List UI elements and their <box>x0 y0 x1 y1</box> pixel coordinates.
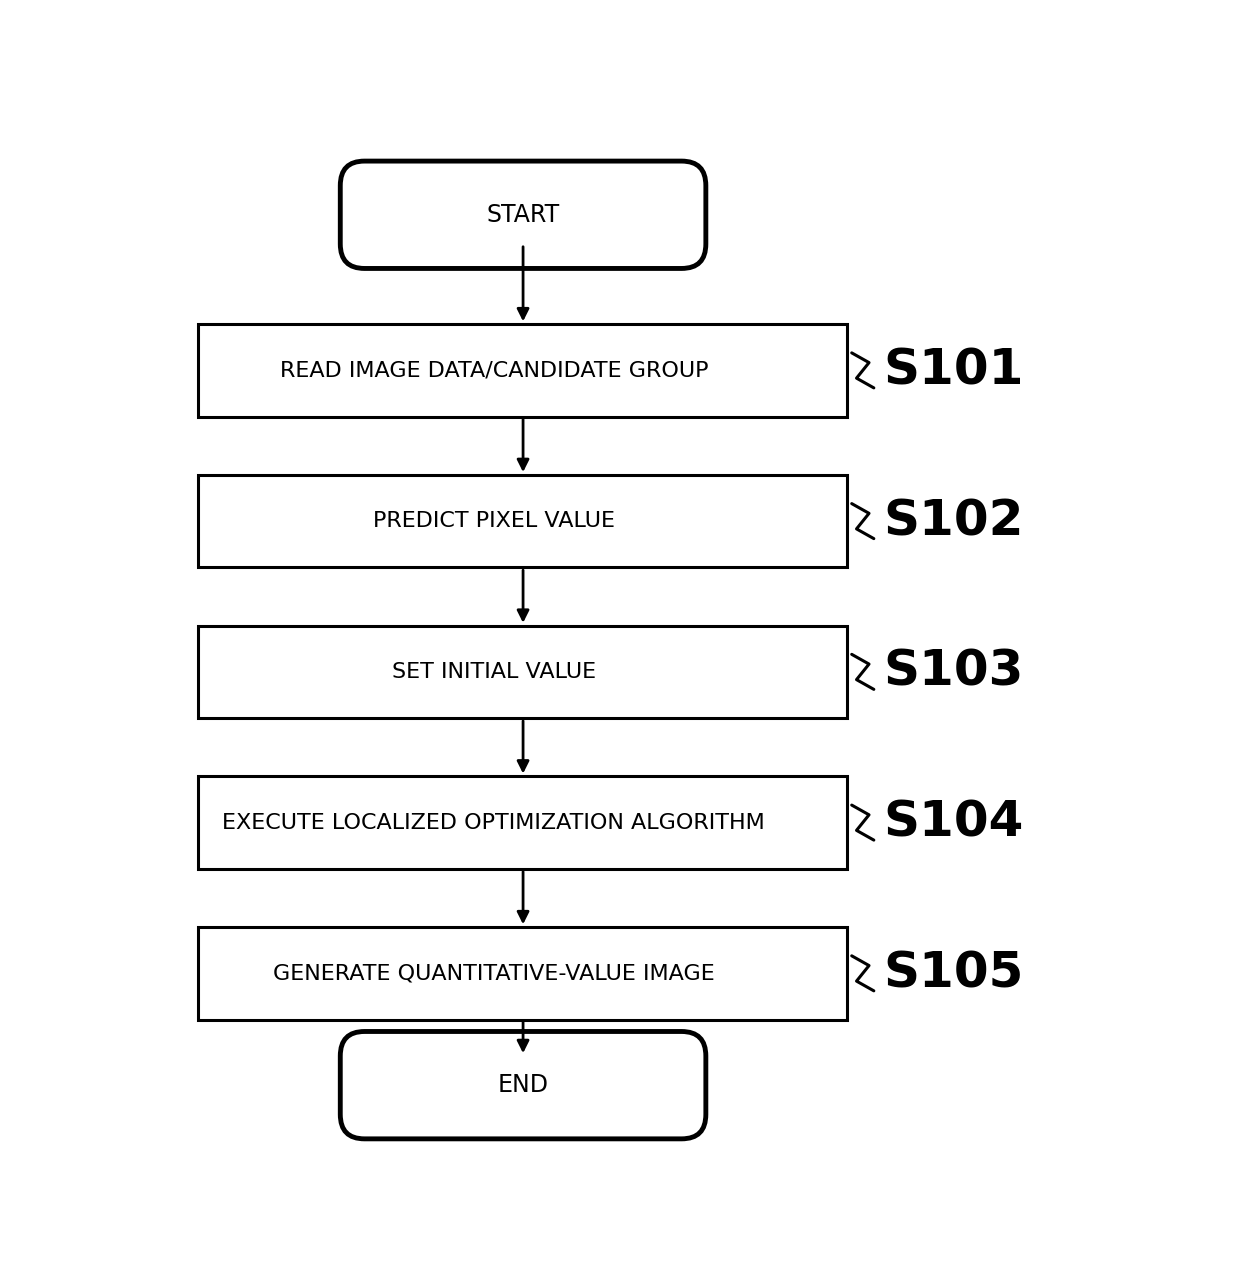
Bar <box>198 325 847 417</box>
Text: PREDICT PIXEL VALUE: PREDICT PIXEL VALUE <box>373 512 615 532</box>
Text: END: END <box>497 1074 548 1098</box>
Text: SET INITIAL VALUE: SET INITIAL VALUE <box>392 662 595 682</box>
FancyBboxPatch shape <box>340 1032 706 1139</box>
Text: GENERATE QUANTITATIVE-VALUE IMAGE: GENERATE QUANTITATIVE-VALUE IMAGE <box>273 964 714 984</box>
Text: START: START <box>486 203 559 227</box>
Bar <box>198 927 847 1019</box>
Text: EXECUTE LOCALIZED OPTIMIZATION ALGORITHM: EXECUTE LOCALIZED OPTIMIZATION ALGORITHM <box>222 812 765 832</box>
Bar <box>198 625 847 719</box>
Text: S103: S103 <box>883 648 1024 696</box>
FancyBboxPatch shape <box>340 162 706 269</box>
Text: READ IMAGE DATA/CANDIDATE GROUP: READ IMAGE DATA/CANDIDATE GROUP <box>279 360 708 380</box>
Text: S102: S102 <box>883 498 1024 546</box>
Bar <box>198 475 847 567</box>
Text: S104: S104 <box>883 798 1024 846</box>
Text: S101: S101 <box>883 346 1024 394</box>
Bar <box>198 777 847 869</box>
Text: S105: S105 <box>883 950 1024 998</box>
